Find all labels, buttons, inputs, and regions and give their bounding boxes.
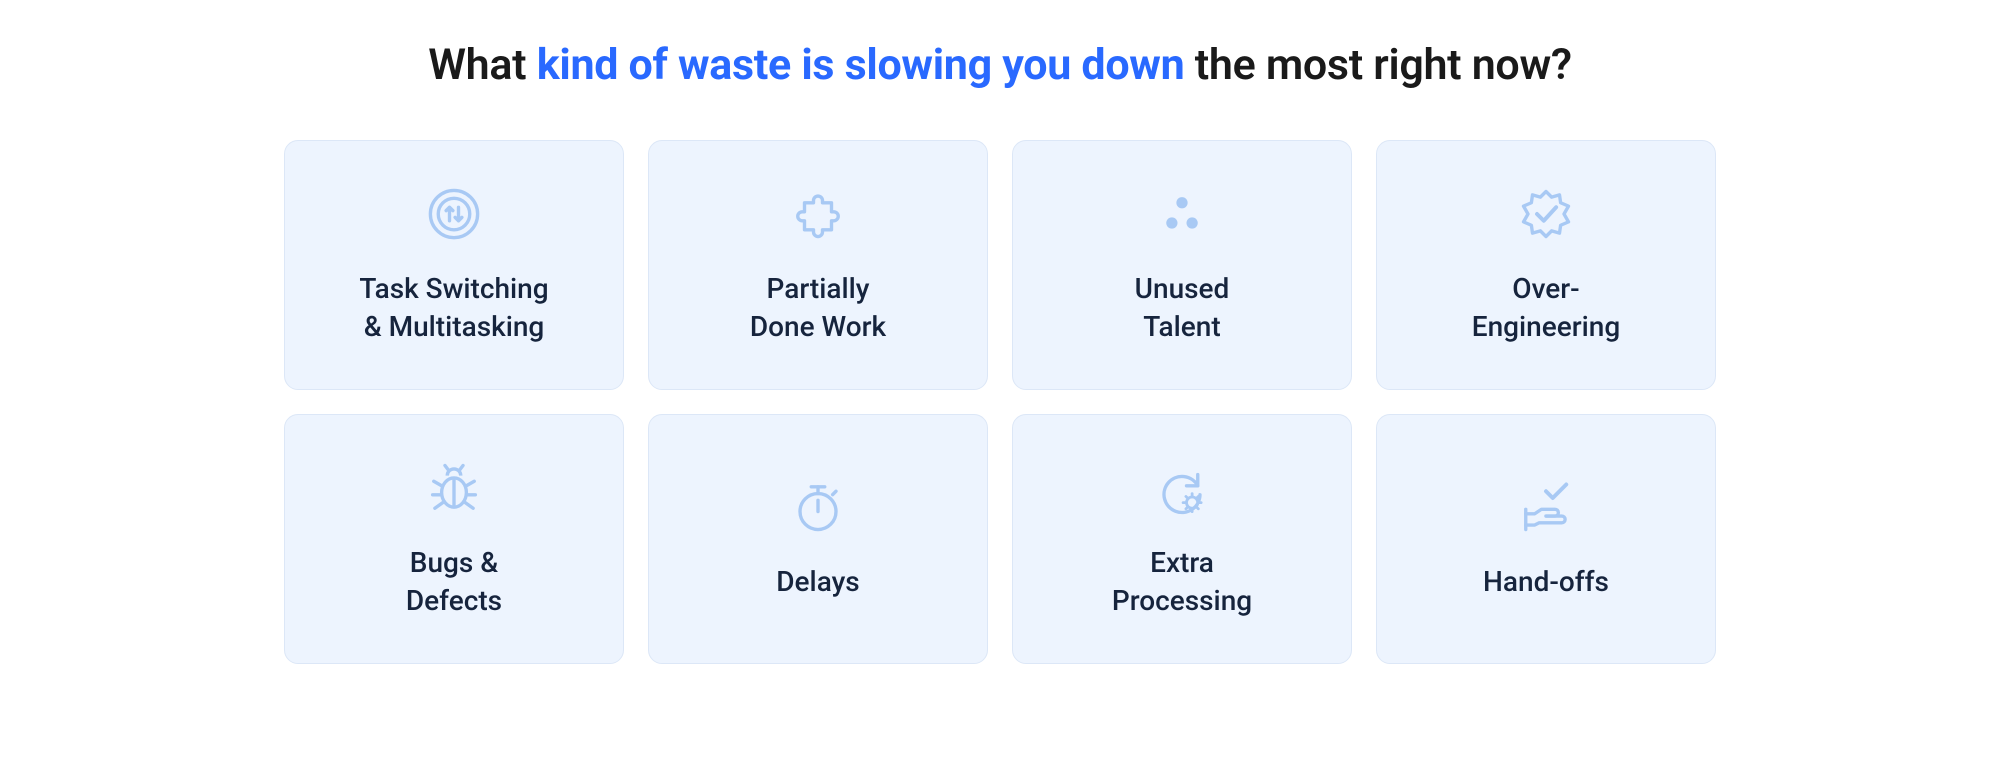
card-label: Hand-offs — [1483, 563, 1609, 601]
page-heading: What kind of waste is slowing you down t… — [428, 40, 1572, 90]
card-label: Unused Talent — [1135, 270, 1230, 346]
card-label: Partially Done Work — [750, 270, 886, 346]
card-extra-processing[interactable]: Extra Processing — [1012, 414, 1352, 664]
card-unused-talent[interactable]: Unused Talent — [1012, 140, 1352, 390]
card-label: Extra Processing — [1112, 544, 1252, 620]
card-label: Delays — [776, 563, 859, 601]
card-label: Task Switching & Multitasking — [359, 270, 548, 346]
card-delays[interactable]: Delays — [648, 414, 988, 664]
page-root: What kind of waste is slowing you down t… — [0, 0, 2000, 769]
card-grid: Task Switching & Multitasking Partially … — [284, 140, 1716, 664]
card-label: Bugs & Defects — [406, 544, 502, 620]
handoff-icon — [1516, 477, 1576, 537]
swap-circle-icon — [424, 184, 484, 244]
stopwatch-icon — [788, 477, 848, 537]
card-partially-done[interactable]: Partially Done Work — [648, 140, 988, 390]
card-hand-offs[interactable]: Hand-offs — [1376, 414, 1716, 664]
puzzle-icon — [788, 184, 848, 244]
heading-suffix: the most right now? — [1184, 40, 1571, 90]
badge-check-icon — [1516, 184, 1576, 244]
card-label: Over- Engineering — [1472, 270, 1621, 346]
heading-prefix: What — [428, 40, 536, 90]
bug-icon — [424, 458, 484, 518]
dots-icon — [1152, 184, 1212, 244]
card-over-engineering[interactable]: Over- Engineering — [1376, 140, 1716, 390]
heading-highlight: kind of waste is slowing you down — [537, 40, 1185, 90]
card-task-switching[interactable]: Task Switching & Multitasking — [284, 140, 624, 390]
card-bugs-defects[interactable]: Bugs & Defects — [284, 414, 624, 664]
reprocess-icon — [1152, 458, 1212, 518]
